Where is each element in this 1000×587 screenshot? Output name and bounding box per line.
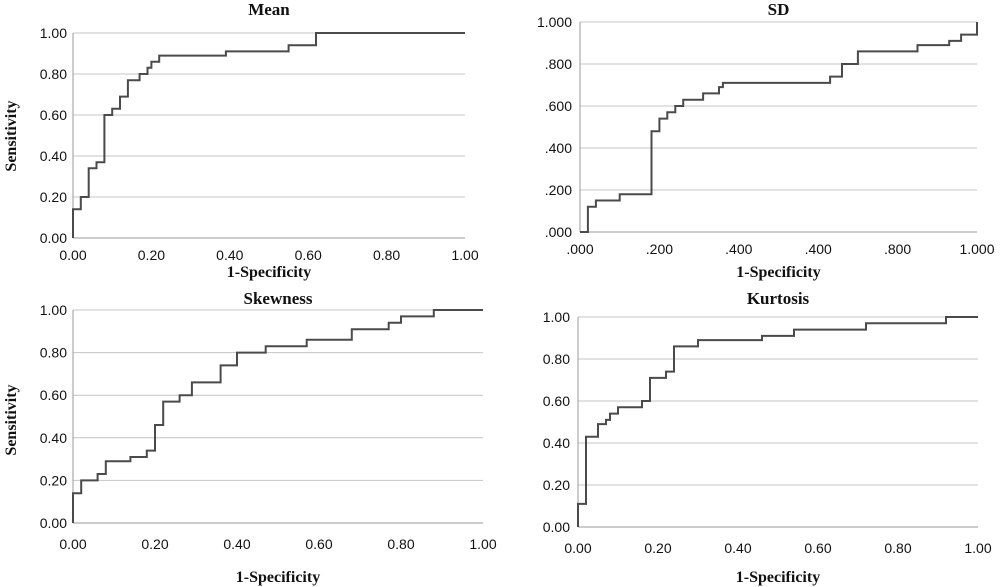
y-tick-label: 0.20 — [543, 477, 570, 493]
x-tick-label: .000 — [566, 241, 593, 257]
x-tick-label: 0.80 — [373, 247, 400, 263]
roc-panel-mean: 0.00 0.20 0.40 0.60 0.80 1.00 0.00 0.20 0.40 0.60… — [3, 0, 479, 281]
roc-curve-line — [577, 316, 978, 527]
y-tick-label: 0.60 — [543, 393, 570, 409]
x-tick-label: 0.00 — [59, 536, 86, 552]
x-tick-label: 0.00 — [59, 247, 86, 263]
roc-panel-skewness: 0.00 0.20 0.40 0.60 0.80 1.00 0.00 0.20 0.40 0.60… — [3, 289, 497, 586]
x-tick-label: 0.40 — [216, 247, 243, 263]
roc-curve-line — [580, 22, 978, 233]
y-tick-label: 1.00 — [40, 302, 67, 318]
y-tick-label: 0.20 — [40, 189, 67, 205]
y-tick-label: .400 — [545, 140, 572, 156]
roc-panel-kurtosis: 0.00 0.20 0.40 0.60 0.80 1.00 0.00 0.20 0.40 0.60… — [543, 289, 992, 586]
y-tick-label: 0.00 — [40, 515, 67, 531]
x-axis-label: 1-Specificity — [227, 264, 311, 281]
y-tick-label: .800 — [545, 56, 572, 72]
x-tick-label: 0.80 — [884, 540, 911, 556]
x-tick-label: 0.60 — [295, 247, 322, 263]
x-tick-label: .800 — [884, 241, 911, 257]
y-tick-label: .200 — [545, 182, 572, 198]
x-axis-label: 1-Specificity — [736, 569, 820, 586]
chart-title: Mean — [248, 0, 290, 19]
chart-title: SD — [768, 0, 790, 19]
x-tick-label: 0.00 — [564, 540, 591, 556]
chart-title: Skewness — [244, 289, 313, 308]
x-tick-label: 1.00 — [469, 536, 496, 552]
x-tick-label: .400 — [805, 241, 832, 257]
x-tick-label: 0.40 — [223, 536, 250, 552]
y-axis-label: Sensitivity — [3, 100, 20, 171]
y-tick-label: 0.40 — [543, 435, 570, 451]
x-tick-label: .200 — [646, 241, 673, 257]
y-tick-label: 0.00 — [543, 519, 570, 535]
x-tick-label: 0.20 — [141, 536, 168, 552]
x-tick-label: 1.000 — [959, 241, 994, 257]
y-tick-label: 0.40 — [40, 148, 67, 164]
y-tick-label: .000 — [545, 224, 572, 240]
y-tick-label: 1.000 — [537, 14, 572, 30]
y-tick-label: 0.40 — [40, 430, 67, 446]
roc-curve-line — [72, 32, 465, 238]
x-tick-label: 0.80 — [387, 536, 414, 552]
roc-panel-sd: .000 .200 .400 .600 .800 1.000 .000 .200 .400 .40… — [537, 0, 995, 281]
x-tick-label: 0.20 — [644, 540, 671, 556]
x-tick-label: 1.00 — [451, 247, 478, 263]
chart-title: Kurtosis — [747, 289, 810, 308]
y-tick-label: 0.20 — [40, 472, 67, 488]
y-tick-label: 1.00 — [543, 309, 570, 325]
x-tick-label: 0.60 — [305, 536, 332, 552]
x-axis-label: 1-Specificity — [236, 569, 320, 586]
y-tick-label: 0.80 — [40, 66, 67, 82]
roc-curve-line — [72, 309, 483, 523]
x-tick-label: 0.20 — [138, 247, 165, 263]
y-tick-label: 0.60 — [40, 107, 67, 123]
x-axis-label: 1-Specificity — [736, 264, 820, 281]
y-axis-label: Sensitivity — [3, 384, 20, 455]
x-tick-label: 0.40 — [724, 540, 751, 556]
y-tick-label: 0.80 — [543, 351, 570, 367]
y-tick-label: 0.60 — [40, 387, 67, 403]
y-tick-label: 0.00 — [40, 230, 67, 246]
y-tick-label: .600 — [545, 98, 572, 114]
y-tick-label: 1.00 — [40, 25, 67, 41]
x-tick-label: 1.00 — [964, 540, 991, 556]
x-tick-label: 0.60 — [804, 540, 831, 556]
x-tick-label: .400 — [725, 241, 752, 257]
y-tick-label: 0.80 — [40, 345, 67, 361]
